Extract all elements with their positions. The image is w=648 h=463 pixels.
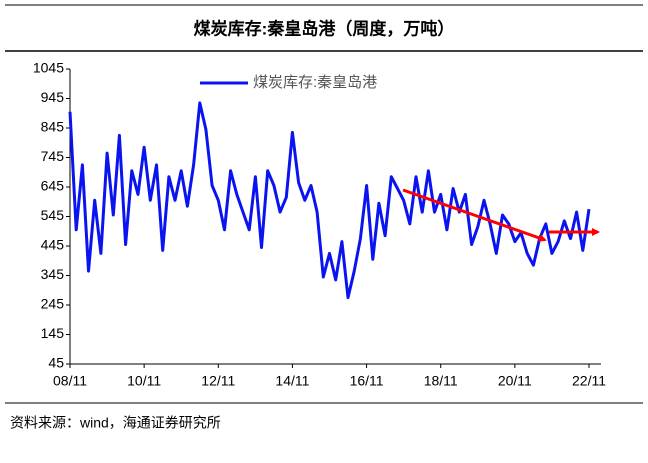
x-tick-label: 08/11 (53, 373, 87, 389)
y-tick-label: 45 (48, 355, 64, 371)
source: 资料来源：wind，海通证券研究所 (10, 415, 221, 431)
x-tick-label: 10/11 (127, 373, 161, 389)
x-tick-label: 16/11 (350, 373, 384, 389)
trend-arrow (402, 188, 547, 242)
x-tick-label: 14/11 (275, 373, 309, 389)
y-tick-label: 545 (41, 207, 65, 223)
y-tick-label: 745 (41, 148, 65, 164)
x-tick-label: 22/11 (572, 373, 606, 389)
y-tick-label: 1045 (33, 60, 64, 76)
y-tick-label: 445 (41, 237, 65, 253)
x-tick-label: 18/11 (424, 373, 458, 389)
legend-label: 煤炭库存:秦皇岛港 (253, 74, 377, 91)
x-tick-label: 12/11 (201, 373, 235, 389)
y-tick-label: 145 (41, 325, 65, 341)
chart-title: 煤炭库存:秦皇岛港（周度，万吨） (194, 18, 455, 38)
series-line (68, 101, 591, 300)
y-tick-label: 245 (41, 296, 65, 312)
x-tick-label: 20/11 (498, 373, 532, 389)
y-tick-label: 945 (41, 89, 65, 105)
y-tick-label: 345 (41, 266, 65, 282)
y-tick-label: 645 (41, 178, 65, 194)
y-tick-label: 845 (41, 119, 65, 135)
